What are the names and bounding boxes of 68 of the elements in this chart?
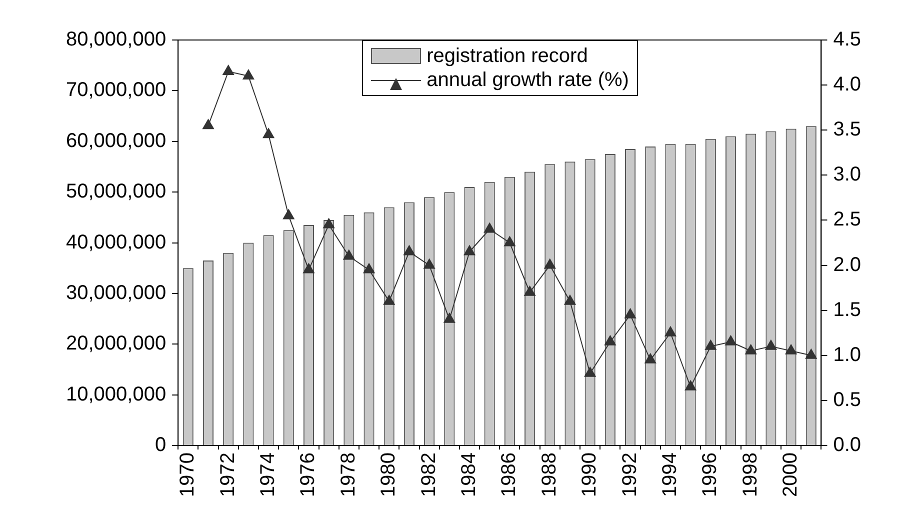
point <box>262 128 274 138</box>
point <box>604 335 616 346</box>
legend-label: registration record <box>426 44 588 68</box>
y-tick-label: 10,000,000 <box>66 383 166 406</box>
x-tick-label: 1970 <box>176 452 199 498</box>
x-tick-label: 1982 <box>418 452 440 498</box>
x-tick-label: 1990 <box>578 452 601 498</box>
y-tick-label: 80,000,000 <box>66 28 166 51</box>
point <box>242 70 254 80</box>
y-tick-label: 0 <box>154 434 166 456</box>
point <box>343 250 355 260</box>
x-tick-label: 1978 <box>337 452 360 498</box>
point <box>704 340 716 350</box>
y-tick-label: 50,000,000 <box>66 180 166 203</box>
point <box>363 263 375 274</box>
point <box>484 222 496 233</box>
y2-tick-label: 3.0 <box>833 164 862 186</box>
x-tick-label: 1996 <box>699 452 722 498</box>
x-tick-label: 1992 <box>618 452 641 498</box>
x-tick-label: 1984 <box>458 452 480 498</box>
x-tick-label: 1986 <box>498 452 520 498</box>
point <box>765 340 777 350</box>
point <box>222 65 234 76</box>
point <box>323 218 335 228</box>
y2-tick-label: 1.5 <box>833 298 862 321</box>
point <box>444 312 456 323</box>
y-tick-label: 60,000,000 <box>66 130 166 152</box>
y2-tick-label: 2.5 <box>833 208 862 231</box>
point <box>524 286 536 296</box>
y-tick-label: 40,000,000 <box>66 231 166 254</box>
x-tick-label: 1976 <box>297 452 320 498</box>
point <box>544 258 556 269</box>
point <box>564 294 576 305</box>
point <box>504 236 516 246</box>
point <box>664 326 676 336</box>
point <box>202 119 214 130</box>
x-tick-label: 1994 <box>658 452 681 498</box>
x-tick-label: 2000 <box>780 452 802 498</box>
x-tick-label: 1980 <box>378 452 400 498</box>
point <box>404 245 415 256</box>
y-tick-label: 30,000,000 <box>66 282 166 304</box>
point <box>282 209 294 220</box>
point <box>745 344 757 354</box>
point <box>684 380 696 390</box>
point <box>584 366 596 377</box>
y2-tick-label: 0.0 <box>833 434 862 456</box>
x-tick-label: 1972 <box>216 452 239 498</box>
y2-tick-label: 4.0 <box>833 74 862 96</box>
x-tick-label: 1988 <box>538 452 560 498</box>
point <box>644 353 656 364</box>
point <box>383 294 395 305</box>
y2-tick-label: 2.0 <box>833 254 862 276</box>
point <box>805 348 817 359</box>
point <box>624 308 636 318</box>
point <box>464 245 476 256</box>
legend-label: annual growth rate (%) <box>426 68 629 92</box>
point <box>725 335 736 346</box>
point <box>785 344 797 354</box>
y2-tick-label: 0.5 <box>833 388 862 411</box>
y2-tick-label: 3.5 <box>833 118 862 141</box>
point <box>424 258 436 269</box>
x-tick-label: 1974 <box>257 452 280 498</box>
y-tick-label: 70,000,000 <box>66 79 166 102</box>
x-tick-label: 1998 <box>739 452 762 498</box>
point <box>303 263 314 274</box>
y2-tick-label: 4.5 <box>833 28 862 51</box>
y2-tick-label: 1.0 <box>833 344 862 366</box>
y-tick-label: 20,000,000 <box>66 332 166 355</box>
